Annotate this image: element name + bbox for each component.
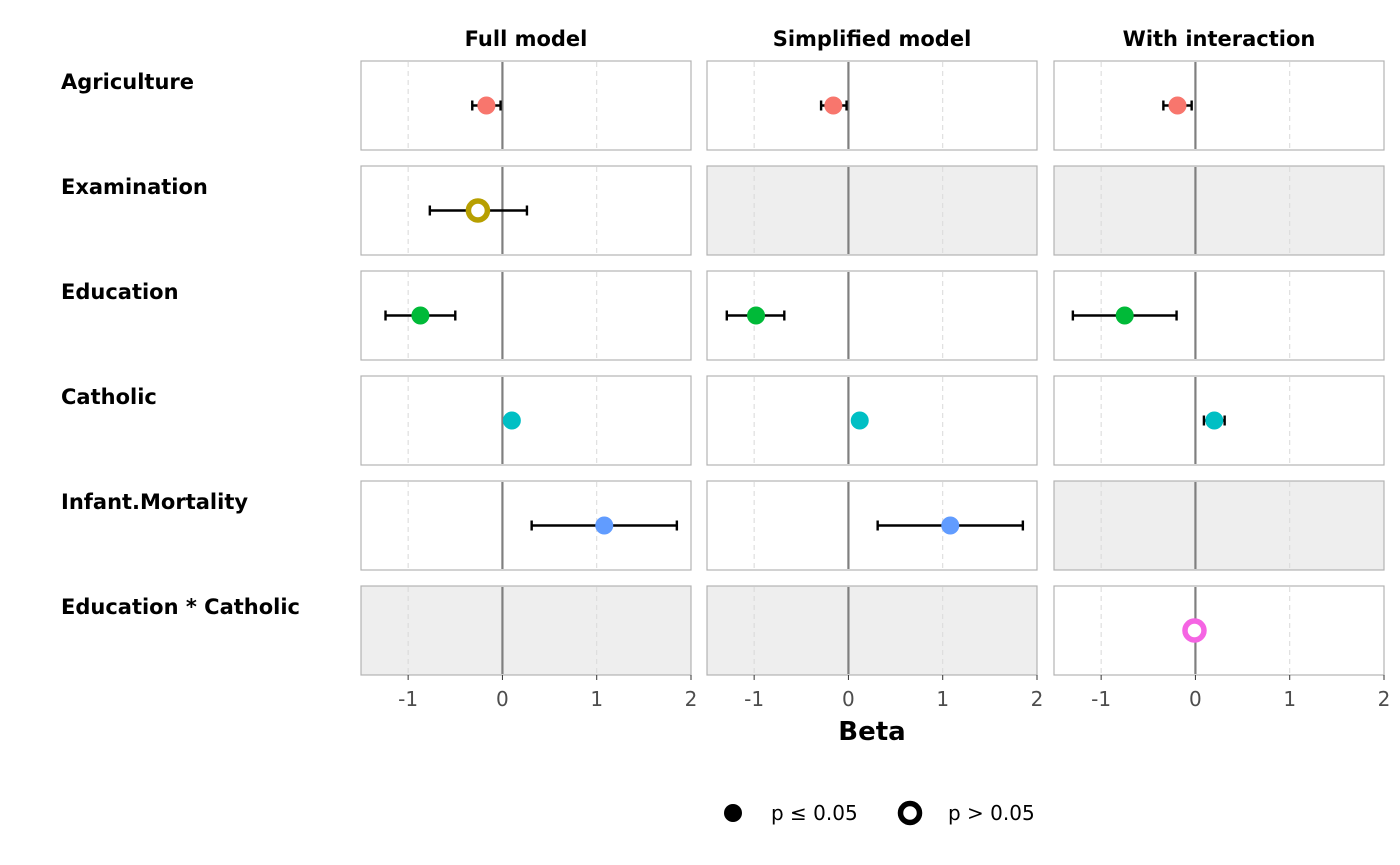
- coef-point-group: [850, 411, 869, 430]
- x-tick-label: 1: [936, 687, 949, 711]
- legend-label: p > 0.05: [948, 801, 1035, 825]
- coef-point-group: [1182, 618, 1207, 643]
- text-layer: Full model Simplified model With interacti…: [61, 27, 1390, 711]
- coef-point: [595, 516, 614, 535]
- x-tick-label: 2: [1378, 687, 1391, 711]
- coef-point: [1205, 411, 1224, 430]
- legend-key-filled: [724, 804, 742, 822]
- row-label: Infant.Mortality: [61, 490, 248, 514]
- x-tick-label: 0: [1189, 687, 1202, 711]
- coef-point-group: [1071, 306, 1178, 325]
- x-axis-title: Beta: [838, 717, 905, 747]
- panel-5-1: [706, 585, 1038, 676]
- panel-5-2: [1053, 585, 1385, 676]
- x-tick-label: -1: [1091, 687, 1111, 711]
- panel-0-0: [360, 60, 692, 151]
- x-tick-label: 1: [590, 687, 603, 711]
- panel-0-1: [706, 60, 1038, 151]
- coef-point-group: [1162, 96, 1193, 115]
- coef-point: [411, 306, 430, 325]
- column-title: Full model: [465, 27, 588, 51]
- coef-point-group: [725, 306, 786, 325]
- legend-label: p ≤ 0.05: [771, 801, 858, 825]
- panel-3-1: [706, 375, 1038, 466]
- legend-item: p > 0.05: [897, 800, 1035, 826]
- coef-point-group: [428, 198, 529, 223]
- coef-point-group: [876, 516, 1025, 535]
- coef-point: [941, 516, 960, 535]
- coef-point: [1115, 306, 1134, 325]
- coef-point: [477, 96, 496, 115]
- x-tick-label: -1: [744, 687, 764, 711]
- row-label: Agriculture: [61, 70, 194, 94]
- coef-point-open: [1182, 618, 1207, 643]
- panel-5-0: [360, 585, 692, 676]
- row-label: Catholic: [61, 385, 157, 409]
- panel-0-2: [1053, 60, 1385, 151]
- panel-4-2: [1053, 480, 1385, 571]
- row-label: Education: [61, 280, 179, 304]
- legend-item: p ≤ 0.05: [724, 801, 858, 825]
- coef-point: [1168, 96, 1187, 115]
- coef-point: [502, 411, 521, 430]
- coef-point: [850, 411, 869, 430]
- x-tick-label: 0: [842, 687, 855, 711]
- coef-point-group: [1202, 411, 1226, 430]
- legend-key-open: [897, 800, 923, 826]
- coef-point: [824, 96, 843, 115]
- coef-point-group: [502, 411, 521, 430]
- x-tick-label: -1: [398, 687, 418, 711]
- column-title: Simplified model: [773, 27, 972, 51]
- coef-point-group: [471, 96, 502, 115]
- column-title: With interaction: [1123, 27, 1316, 51]
- coef-point: [747, 306, 766, 325]
- marks-layer: [384, 96, 1226, 643]
- coef-point-open: [465, 198, 491, 223]
- x-tick-label: 0: [496, 687, 509, 711]
- row-label: Education * Catholic: [61, 595, 300, 619]
- row-label: Examination: [61, 175, 208, 199]
- panel-layer: [360, 60, 1385, 676]
- panel-1-2: [1053, 165, 1385, 256]
- coef-point-group: [819, 96, 848, 115]
- x-tick-label: 2: [685, 687, 698, 711]
- x-tick-label: 2: [1031, 687, 1044, 711]
- panel-1-1: [706, 165, 1038, 256]
- panel-3-0: [360, 375, 692, 466]
- legend: p ≤ 0.05 p > 0.05: [724, 800, 1035, 826]
- coef-point-group: [530, 516, 679, 535]
- coef-point-group: [384, 306, 457, 325]
- x-tick-label: 1: [1283, 687, 1296, 711]
